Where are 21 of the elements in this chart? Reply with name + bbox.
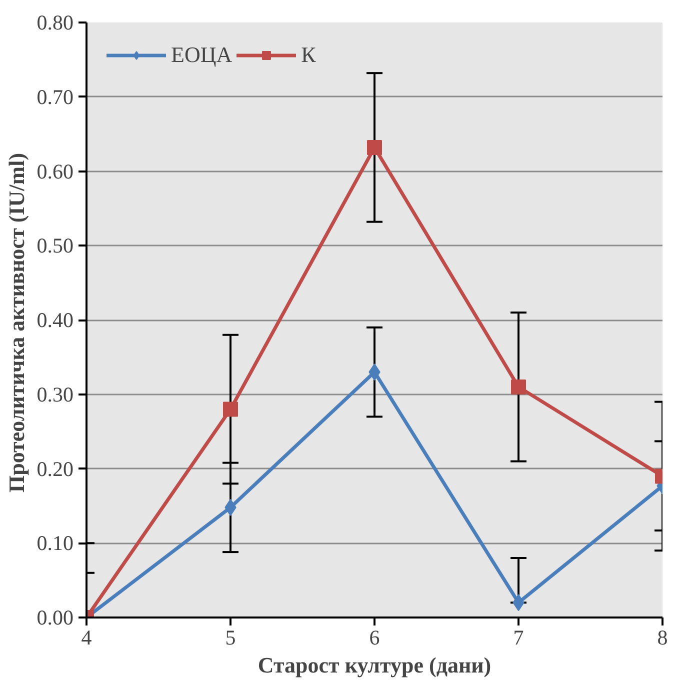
y-tick-label: 0.70 — [36, 84, 74, 109]
legend-label: ЕОЦА — [171, 42, 232, 68]
x-tick-label: 5 — [225, 626, 236, 650]
point — [511, 379, 526, 394]
legend-label: К — [301, 42, 317, 68]
y-tick-label: 0.30 — [36, 382, 74, 406]
y-axis-title: Протеолитичка активност (IU/ml) — [4, 152, 29, 493]
point — [223, 402, 238, 417]
x-tick-label: 7 — [513, 626, 524, 650]
x-tick-label: 6 — [369, 626, 380, 650]
y-tick-label: 0.10 — [36, 531, 74, 556]
y-tick-label: 0.80 — [36, 10, 74, 34]
x-tick-label: 4 — [81, 626, 92, 650]
y-tick-label: 0.50 — [36, 234, 74, 258]
x-axis-title: Старост културе (дани) — [258, 652, 492, 678]
y-tick-label: 0.40 — [36, 308, 74, 332]
y-tick-label: 0.20 — [36, 456, 74, 481]
point — [367, 140, 382, 155]
y-tick-label: 0.60 — [36, 159, 74, 184]
x-tick-label: 8 — [657, 626, 668, 650]
y-tick-label: 0.00 — [36, 606, 74, 630]
